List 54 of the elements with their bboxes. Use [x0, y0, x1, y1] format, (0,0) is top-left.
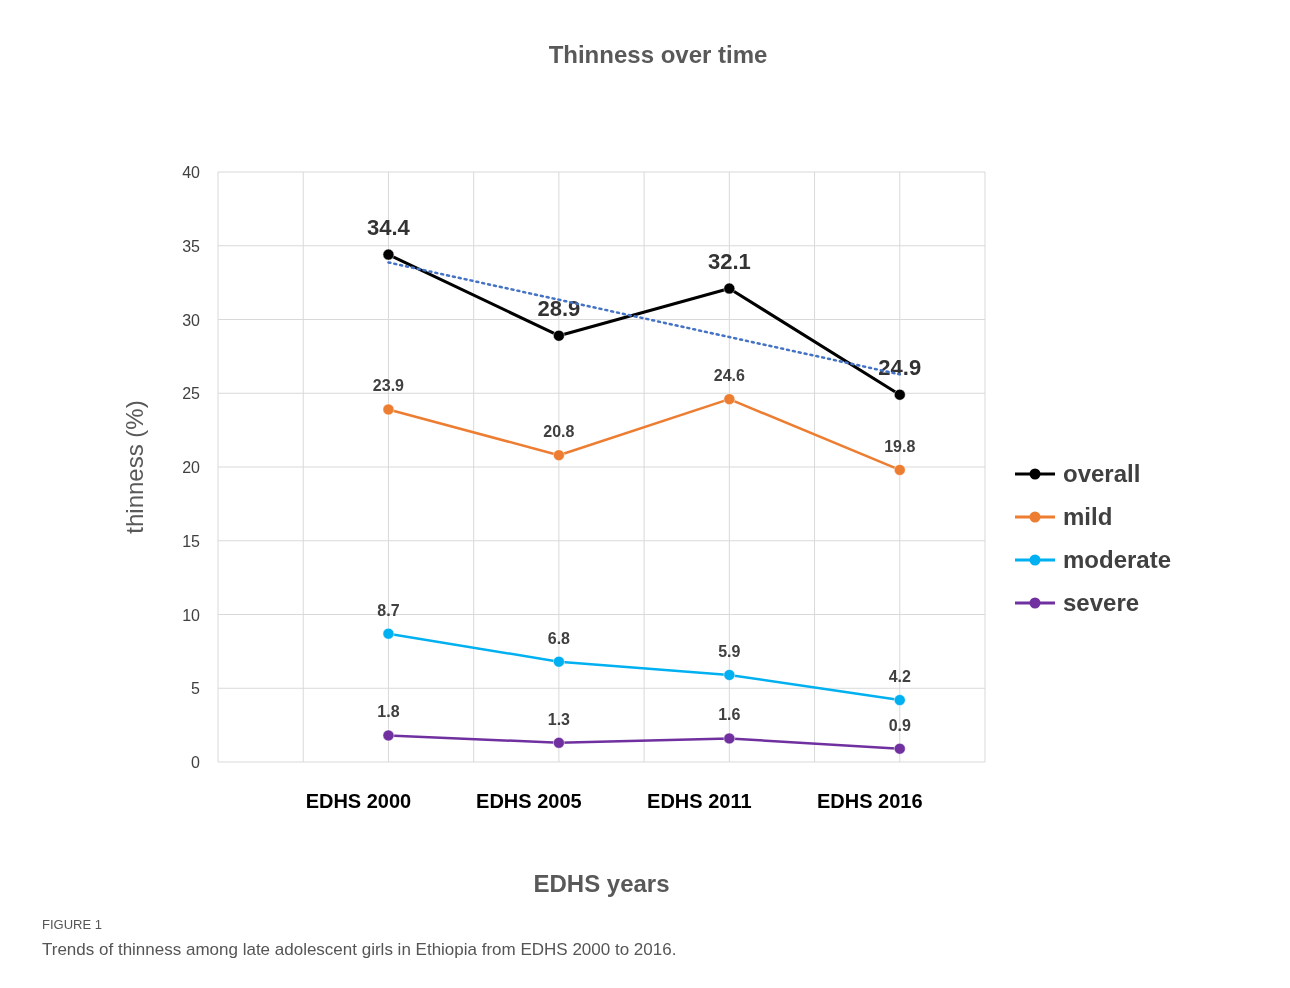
- point: [382, 627, 395, 640]
- data-label: 28.9: [537, 295, 581, 321]
- legend-label: moderate: [1063, 546, 1172, 573]
- point: [723, 669, 736, 681]
- point: [382, 403, 395, 416]
- point: [723, 393, 736, 405]
- data-label: 24.6: [713, 367, 746, 385]
- data-label: 32.1: [707, 248, 751, 274]
- point: [382, 248, 395, 261]
- y-tick-label: 35: [182, 237, 201, 255]
- point: [894, 694, 906, 706]
- legend-label: mild: [1063, 503, 1113, 530]
- y-axis-title: thinness (%): [121, 400, 148, 534]
- x-tick-label: EDHS 2005: [476, 790, 582, 812]
- data-label: 6.8: [547, 629, 571, 647]
- data-label: 1.3: [547, 710, 571, 728]
- chart-title: Thinness over time: [548, 41, 768, 68]
- data-label: 20.8: [543, 423, 575, 441]
- data-label: 5.9: [718, 642, 741, 660]
- y-tick-label: 20: [182, 459, 201, 476]
- y-tick-label: 25: [182, 385, 201, 403]
- point: [553, 449, 565, 461]
- data-label: 4.2: [888, 668, 911, 686]
- point: [553, 329, 565, 342]
- x-tick-label: EDHS 2000: [305, 790, 412, 812]
- data-label: 34.4: [367, 214, 411, 240]
- data-label: 23.9: [372, 377, 405, 395]
- x-axis-title: EDHS years: [533, 870, 670, 897]
- point: [553, 655, 565, 668]
- y-tick-label: 40: [182, 164, 201, 181]
- data-label: 19.8: [884, 437, 916, 455]
- point: [894, 464, 906, 476]
- y-tick-label: 15: [182, 532, 201, 550]
- data-label: 8.7: [377, 601, 400, 619]
- x-tick-label: EDHS 2011: [647, 790, 752, 812]
- y-tick-label: 5: [191, 680, 201, 698]
- point: [894, 388, 906, 401]
- y-tick-label: 0: [191, 754, 201, 771]
- y-tick-label: 30: [182, 311, 201, 329]
- caption: FIGURE 1: [42, 917, 102, 932]
- legend-label: severe: [1063, 589, 1140, 616]
- data-label: 24.9: [878, 354, 922, 380]
- y-tick-label: 10: [182, 606, 201, 624]
- legend-label: overall: [1063, 460, 1141, 487]
- data-label: 1.8: [377, 703, 400, 721]
- text: Trends of thinness among late adolescent girls in Ethiopia from EDHS 2000 to 2016.: [42, 940, 677, 959]
- point: [894, 742, 906, 755]
- point: [382, 729, 395, 742]
- x-tick-label: EDHS 2016: [816, 790, 923, 812]
- point: [553, 737, 565, 749]
- point: [723, 732, 736, 745]
- data-label: 1.6: [718, 706, 741, 724]
- data-label: 0.9: [888, 716, 911, 734]
- point: [723, 282, 736, 295]
